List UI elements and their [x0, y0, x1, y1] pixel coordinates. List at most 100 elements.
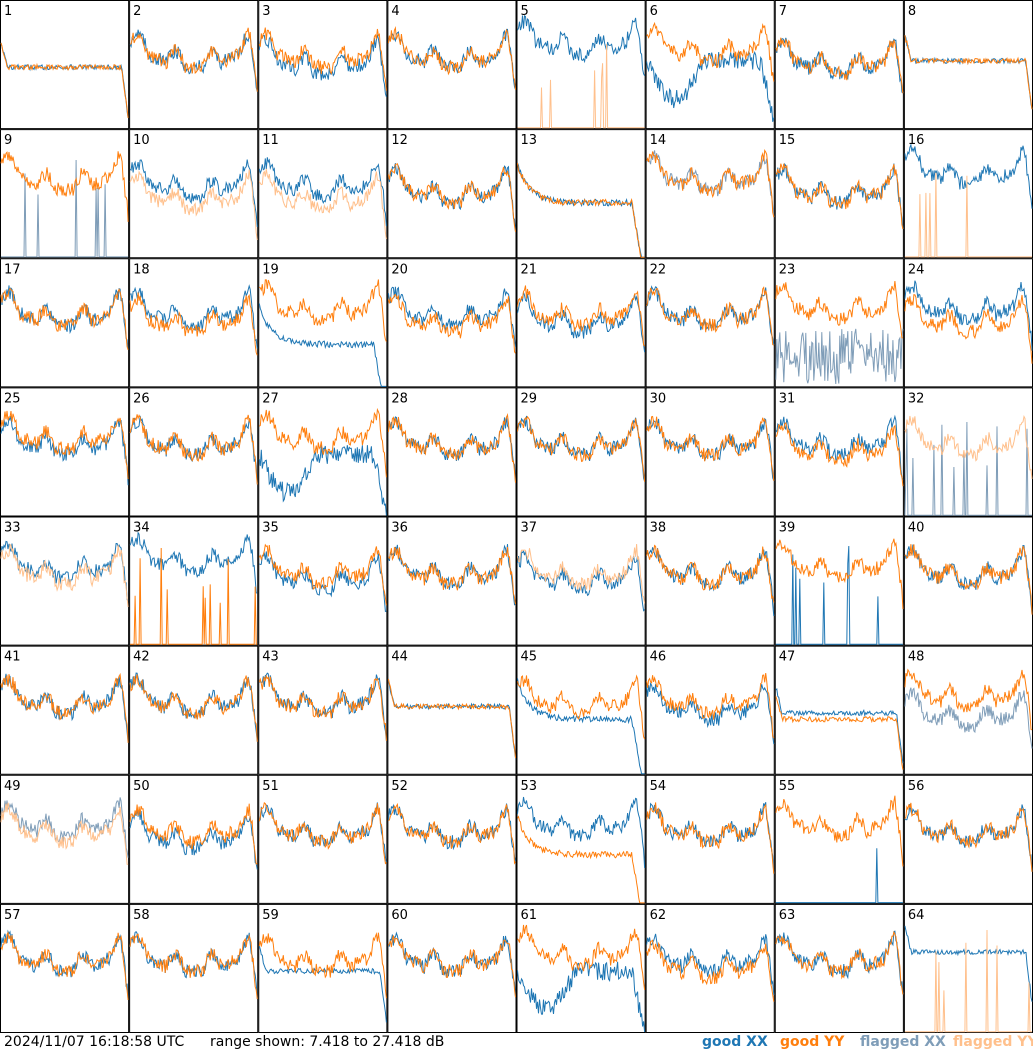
panel-label: 25 [4, 391, 21, 406]
series-yy-good [129, 933, 258, 1000]
panel-frame [774, 129, 904, 259]
panel-9: 9 [0, 129, 130, 259]
series-yy-good [904, 668, 1033, 731]
panel-frame [129, 387, 259, 517]
series-yy-good [387, 546, 516, 605]
series-yy-good [517, 415, 646, 482]
series-xx-good [646, 802, 775, 874]
panel-27: 27 [258, 387, 388, 517]
series-yy-good [258, 543, 387, 606]
series-yy-good [129, 292, 258, 356]
series-yy-good [517, 924, 646, 990]
panel-22: 22 [645, 258, 775, 388]
panel-58: 58 [129, 903, 259, 1033]
series-yy-flagged [517, 543, 646, 604]
series-yy-good [775, 538, 904, 610]
panel-label: 60 [391, 908, 408, 923]
series-xx-good [775, 162, 904, 229]
panel-49: 49 [0, 774, 130, 904]
series-yy-good [129, 27, 258, 92]
panel-label: 5 [521, 4, 529, 19]
series-yy-good [129, 674, 258, 742]
series-yy-good [904, 802, 1033, 872]
series-yy-good [517, 815, 645, 904]
panel-64: 64 [903, 903, 1033, 1033]
panel-17: 17 [0, 258, 130, 388]
series-yy-good [904, 294, 1033, 364]
panel-frame [258, 516, 388, 646]
series-xx-good [904, 143, 1033, 209]
panel-label: 29 [521, 391, 538, 406]
series-xx-good [775, 930, 904, 995]
series-xx-good [775, 545, 903, 645]
series-yy-good [0, 42, 129, 119]
panel-59: 59 [258, 903, 388, 1033]
panel-label: 24 [908, 262, 925, 277]
panel-label: 27 [262, 391, 279, 406]
panel-label: 58 [133, 908, 150, 923]
panel-62: 62 [645, 903, 775, 1033]
panel-frame [129, 516, 259, 646]
panel-label: 28 [391, 391, 408, 406]
series-yy-flagged [0, 802, 129, 865]
panel-label: 20 [391, 262, 408, 277]
panel-label: 47 [779, 650, 796, 665]
panel-label: 16 [908, 133, 925, 148]
panel-frame [903, 387, 1033, 517]
panel-label: 37 [521, 521, 538, 536]
series-yy-good [646, 149, 775, 218]
panel-label: 7 [779, 4, 787, 19]
panel-label: 36 [391, 521, 408, 536]
legend-flagged-xx: flagged XX [860, 1034, 946, 1050]
series-xx-flagged [904, 421, 1032, 516]
panel-41: 41 [0, 645, 130, 775]
series-xx-good [0, 540, 129, 601]
series-xx-good [904, 280, 1033, 351]
series-xx-good [258, 157, 387, 227]
panel-60: 60 [387, 903, 517, 1033]
series-xx-good [517, 960, 646, 1033]
panel-label: 14 [650, 133, 667, 148]
panel-38: 38 [645, 516, 775, 646]
series-xx-good [0, 285, 129, 350]
series-xx-good [258, 303, 387, 387]
panel-label: 53 [521, 779, 538, 794]
panel-label: 62 [650, 908, 667, 923]
panel-label: 11 [262, 133, 279, 148]
panel-label: 56 [908, 779, 925, 794]
series-xx-good [517, 796, 646, 869]
panel-46: 46 [645, 645, 775, 775]
panel-frame [774, 645, 904, 775]
panel-frame [903, 645, 1033, 775]
series-yy-good [129, 414, 258, 485]
panel-label: 13 [521, 133, 538, 148]
series-xx-flagged [775, 328, 904, 385]
panel-33: 33 [0, 516, 130, 646]
series-yy-good [258, 27, 387, 91]
series-yy-good [904, 544, 1033, 615]
panel-label: 21 [521, 262, 538, 277]
panel-label: 35 [262, 521, 279, 536]
panel-13: 13 [516, 129, 646, 259]
panel-label: 4 [391, 4, 399, 19]
panel-28: 28 [387, 387, 517, 517]
series-xx-good [775, 414, 904, 480]
series-yy-good [904, 35, 1033, 110]
panel-8: 8 [903, 0, 1033, 130]
series-yy-good [517, 674, 646, 740]
panel-frame [0, 516, 130, 646]
panel-frame [903, 903, 1033, 1033]
legend-flagged-yy: flagged YY [953, 1034, 1033, 1050]
series-yy-good [258, 674, 387, 741]
series-xx-good [258, 34, 387, 97]
series-yy-good [517, 163, 645, 258]
series-xx-good [129, 531, 258, 594]
panel-36: 36 [387, 516, 517, 646]
series-xx-good [388, 931, 516, 997]
panel-frame [645, 129, 775, 259]
panel-label: 30 [650, 391, 667, 406]
panel-47: 47 [774, 645, 904, 775]
panel-20: 20 [387, 258, 517, 388]
panel-14: 14 [645, 129, 775, 259]
panel-frame [387, 129, 517, 259]
